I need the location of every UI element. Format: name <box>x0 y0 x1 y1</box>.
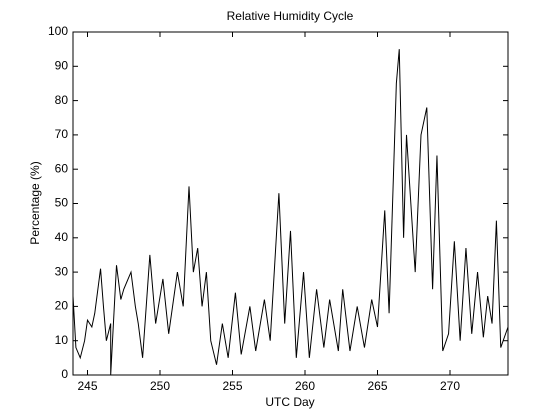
x-axis-label: UTC Day <box>265 395 314 409</box>
y-tick-label: 80 <box>55 93 69 107</box>
y-axis-label: Percentage (%) <box>28 161 42 244</box>
x-tick-label: 255 <box>222 379 242 393</box>
x-tick-label: 260 <box>295 379 315 393</box>
x-tick-label: 265 <box>367 379 387 393</box>
y-tick-label: 0 <box>61 367 68 381</box>
y-tick-label: 60 <box>55 161 69 175</box>
y-tick-label: 100 <box>48 24 68 38</box>
chart-title: Relative Humidity Cycle <box>227 9 354 23</box>
y-tick-label: 10 <box>55 333 69 347</box>
data-line <box>72 49 509 376</box>
y-tick-label: 90 <box>55 58 69 72</box>
x-tick-label: 270 <box>440 379 460 393</box>
x-tick-label: 250 <box>150 379 170 393</box>
y-tick-label: 20 <box>55 299 69 313</box>
y-tick-label: 50 <box>55 196 69 210</box>
y-tick-label: 70 <box>55 127 69 141</box>
x-tick-label: 245 <box>77 379 97 393</box>
y-tick-label: 30 <box>55 264 69 278</box>
y-tick-label: 40 <box>55 230 69 244</box>
